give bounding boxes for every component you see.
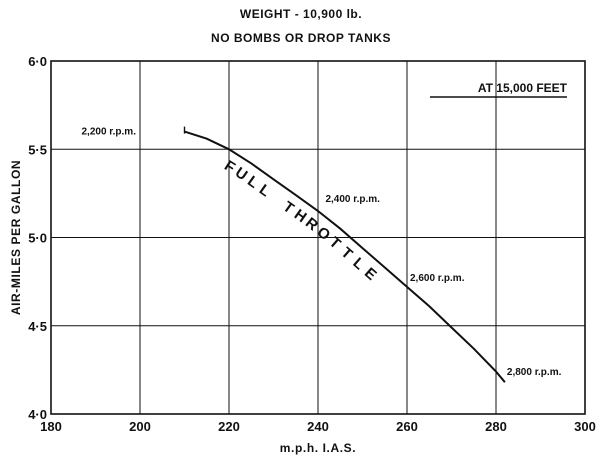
x-axis-label: m.p.h. I.A.S. bbox=[280, 441, 356, 455]
altitude-note: AT 15,000 FEET bbox=[430, 81, 568, 98]
rpm-label: 2,600 r.p.m. bbox=[410, 273, 465, 284]
y-axis-label: AIR-MILES PER GALLON bbox=[9, 160, 23, 315]
rpm-label: 2,400 r.p.m. bbox=[325, 194, 380, 205]
x-tick-label: 200 bbox=[129, 419, 151, 434]
curve-label-letter: E bbox=[361, 265, 380, 285]
y-tick-label: 4·0 bbox=[28, 407, 47, 422]
altitude-label: AT 15,000 FEET bbox=[478, 81, 568, 95]
rpm-label: 2,800 r.p.m. bbox=[507, 367, 562, 378]
y-tick-label: 5·5 bbox=[28, 142, 47, 157]
annotation-layer: 2,200 r.p.m. 2,400 r.p.m. 2,600 r.p.m. 2,80… bbox=[82, 126, 562, 378]
x-tick-label: 220 bbox=[218, 419, 240, 434]
grid-layer bbox=[51, 61, 585, 414]
curve-label-letter: T bbox=[338, 244, 357, 263]
x-tick-label: 280 bbox=[485, 419, 507, 434]
data-line bbox=[184, 130, 506, 383]
x-tick-label: 180 bbox=[40, 419, 62, 434]
y-tick-label: 4·5 bbox=[28, 319, 47, 334]
x-tick-label: 260 bbox=[396, 419, 418, 434]
y-tick-label: 6·0 bbox=[28, 54, 47, 69]
y-tick-label: 5·0 bbox=[28, 231, 47, 246]
tick-layer: 180 200 220 240 260 280 300 4·0 4·5 5·0 5·5 6·0 bbox=[28, 54, 596, 434]
x-tick-label: 240 bbox=[307, 419, 329, 434]
plot-frame bbox=[50, 60, 586, 415]
rpm-label: 2,200 r.p.m. bbox=[82, 127, 137, 138]
x-tick-label: 300 bbox=[574, 419, 596, 434]
chart-subtitle: NO BOMBS OR DROP TANKS bbox=[211, 31, 391, 45]
curve-label-letter: L bbox=[256, 181, 274, 201]
chart-title: WEIGHT - 10,900 lb. bbox=[239, 7, 363, 21]
